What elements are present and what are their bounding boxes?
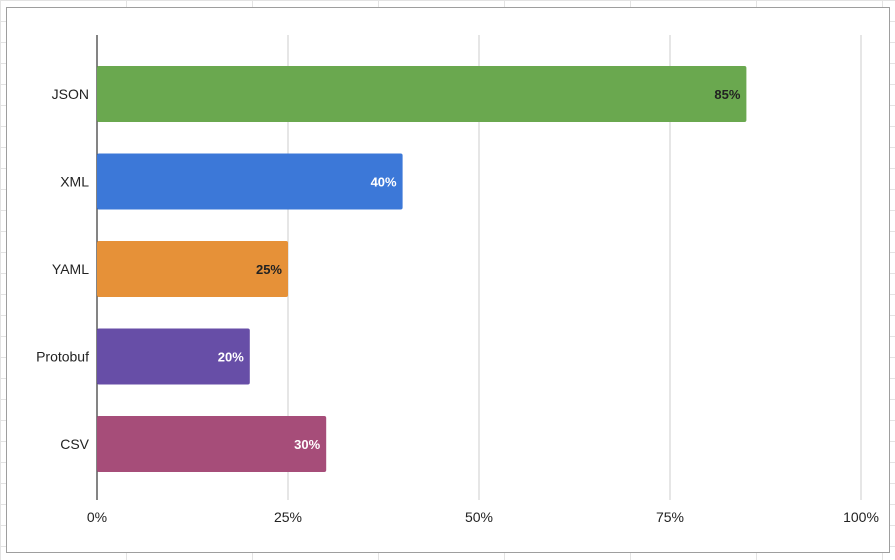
data-label: 20% [218,350,244,365]
data-label: 40% [371,175,397,190]
bar[interactable] [97,416,327,472]
category-label: JSON [52,86,89,102]
data-label: 30% [294,437,320,452]
bar[interactable] [97,66,747,122]
category-label: XML [60,174,89,190]
x-tick-label: 0% [87,509,107,525]
x-tick-label: 50% [465,509,493,525]
bar[interactable] [97,153,403,210]
category-label: Protobuf [36,349,89,365]
data-label: 25% [256,262,282,277]
x-tick-label: 25% [274,509,302,525]
x-tick-label: 75% [656,509,684,525]
x-tick-label: 100% [843,509,879,525]
category-label: YAML [52,261,89,277]
bar[interactable] [97,328,250,385]
bar[interactable] [97,241,288,297]
category-label: CSV [60,436,89,452]
data-label: 85% [714,87,740,102]
